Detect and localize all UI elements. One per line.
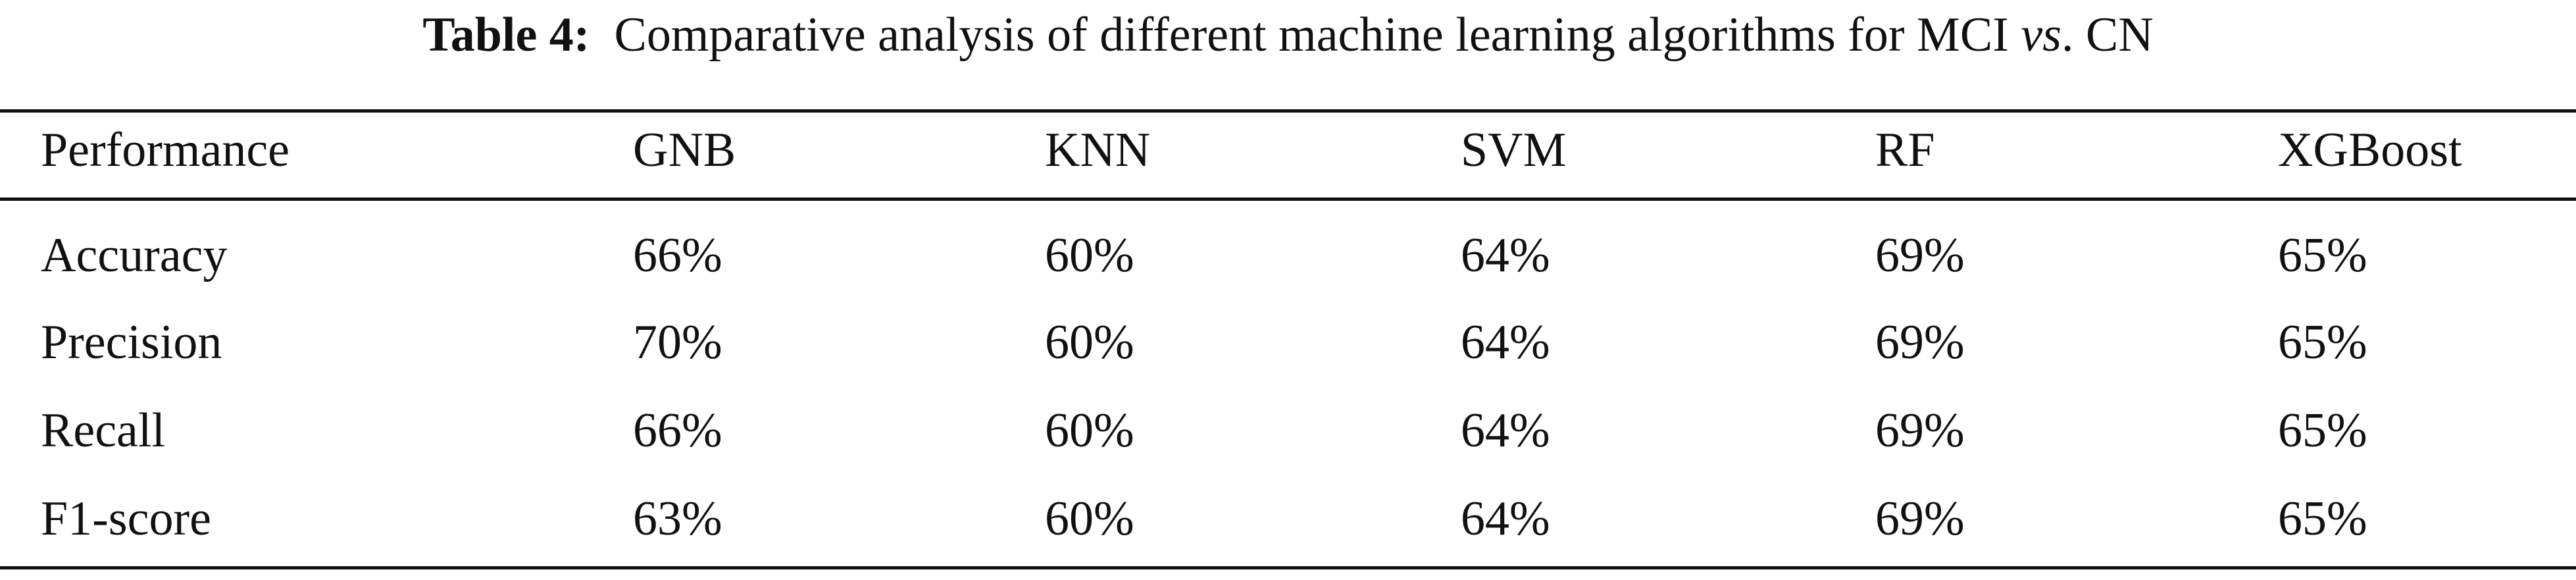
header-cell: RF — [1875, 123, 1935, 177]
table-caption: Table 4: Comparative analysis of differe… — [0, 5, 2576, 65]
caption-label: Table 4: — [422, 8, 590, 62]
table-cell: 66% — [633, 404, 722, 458]
table-cell: 65% — [2278, 492, 2367, 546]
bottom-rule — [0, 566, 2576, 569]
caption-text: Comparative analysis of different machin… — [614, 8, 2009, 62]
header-rule — [0, 198, 2576, 201]
table-cell: 69% — [1875, 492, 1965, 546]
table-cell: 69% — [1875, 404, 1965, 458]
header-cell: SVM — [1461, 123, 1567, 177]
row-label: Precision — [41, 315, 222, 369]
table-cell: 65% — [2278, 404, 2367, 458]
header-cell: KNN — [1045, 123, 1151, 177]
table-cell: 70% — [633, 315, 722, 369]
row-label: Recall — [41, 404, 166, 458]
table-cell: 60% — [1045, 492, 1134, 546]
table-cell: 69% — [1875, 228, 1965, 282]
row-label: F1-score — [41, 492, 211, 546]
table-cell: 60% — [1045, 228, 1134, 282]
table-cell: 65% — [2278, 315, 2367, 369]
table-cell: 64% — [1461, 492, 1550, 546]
header-cell: GNB — [633, 123, 736, 177]
row-label: Accuracy — [41, 228, 228, 282]
table-cell: 64% — [1461, 315, 1550, 369]
table-cell: 64% — [1461, 404, 1550, 458]
top-rule — [0, 109, 2576, 113]
caption-italic: vs — [2021, 8, 2061, 62]
header-cell: XGBoost — [2278, 123, 2462, 177]
table-cell: 64% — [1461, 228, 1550, 282]
table-cell: 60% — [1045, 404, 1134, 458]
table-cell: 60% — [1045, 315, 1134, 369]
header-cell: Performance — [41, 123, 290, 177]
caption-text-after: . CN — [2061, 8, 2154, 62]
table-cell: 65% — [2278, 228, 2367, 282]
table-cell: 69% — [1875, 315, 1965, 369]
table-cell: 63% — [633, 492, 722, 546]
table-cell: 66% — [633, 228, 722, 282]
